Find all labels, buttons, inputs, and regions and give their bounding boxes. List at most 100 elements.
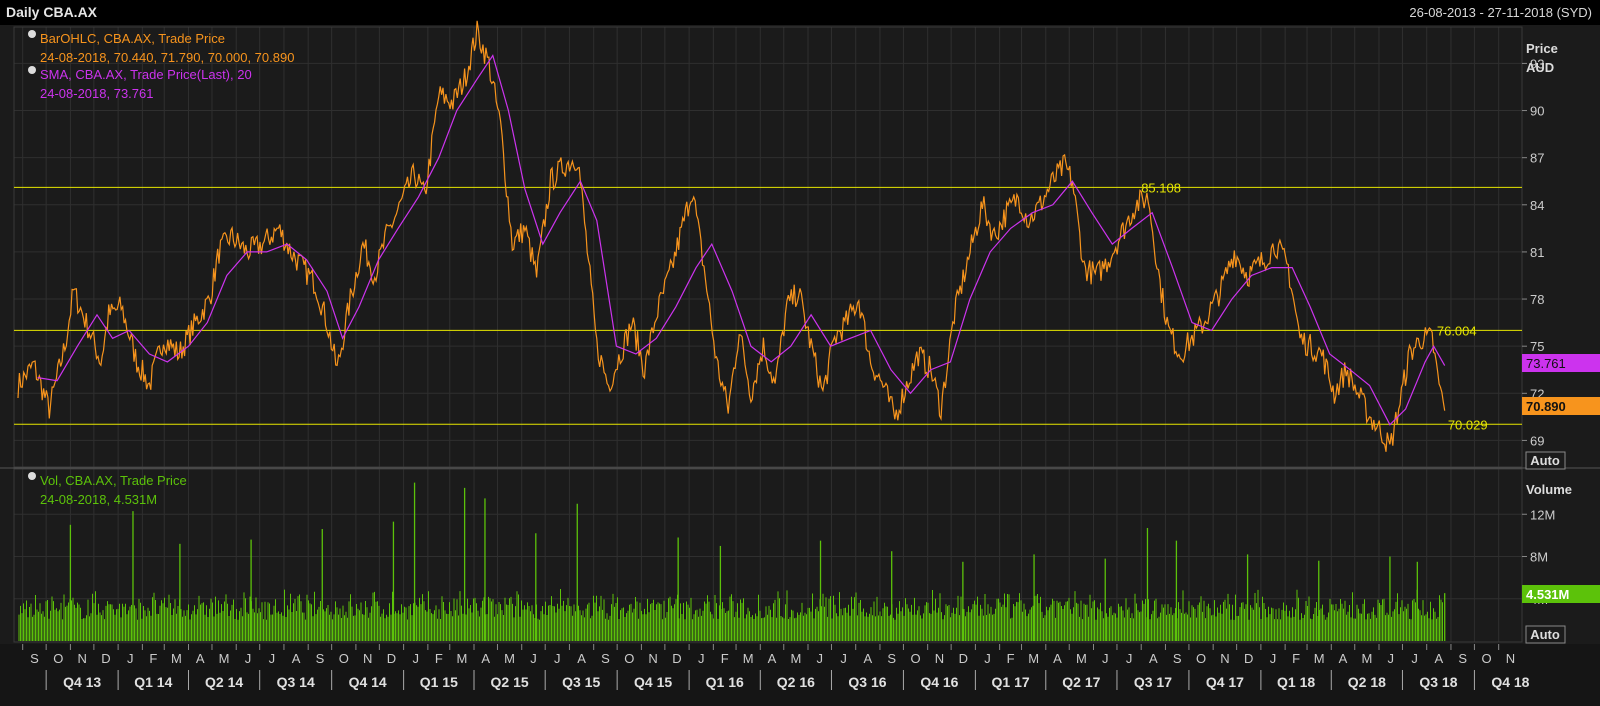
quarter-label: Q2 17 xyxy=(1062,674,1100,690)
month-label: M xyxy=(790,651,801,666)
quarter-label: Q3 14 xyxy=(277,674,315,690)
quarter-label: Q1 17 xyxy=(992,674,1030,690)
month-label: M xyxy=(1314,651,1325,666)
quarter-label: Q2 15 xyxy=(491,674,529,690)
month-label: A xyxy=(1149,651,1158,666)
month-label: M xyxy=(219,651,230,666)
month-label: N xyxy=(77,651,86,666)
quarter-label: Q3 16 xyxy=(848,674,886,690)
ohlc-legend-title: BarOHLC, CBA.AX, Trade Price xyxy=(40,31,225,46)
quarter-label: Q3 15 xyxy=(562,674,600,690)
month-label: O xyxy=(339,651,349,666)
volume-tick-label: 12M xyxy=(1530,507,1555,522)
month-label: J xyxy=(245,651,252,666)
month-label: A xyxy=(1053,651,1062,666)
month-label: O xyxy=(1481,651,1491,666)
horizontal-levels[interactable]: 85.108 76.004 70.029 xyxy=(14,180,1522,432)
month-label: N xyxy=(648,651,657,666)
month-label: D xyxy=(959,651,968,666)
price-tick-label: 75 xyxy=(1530,339,1544,354)
month-label: F xyxy=(435,651,443,666)
month-label: A xyxy=(577,651,586,666)
month-label: A xyxy=(481,651,490,666)
month-label: J xyxy=(1411,651,1418,666)
month-label: S xyxy=(316,651,325,666)
month-label: J xyxy=(127,651,134,666)
price-legend[interactable]: BarOHLC, CBA.AX, Trade Price 24-08-2018,… xyxy=(28,30,294,101)
price-axis-unit: AUD xyxy=(1526,60,1554,75)
vol-legend-title: Vol, CBA.AX, Trade Price xyxy=(40,473,187,488)
sma-series xyxy=(37,54,1446,426)
quarter-label: Q3 18 xyxy=(1419,674,1457,690)
month-label: J xyxy=(1270,651,1277,666)
quarter-label: Q4 17 xyxy=(1206,674,1244,690)
time-axis[interactable] xyxy=(0,644,1600,706)
month-label: O xyxy=(910,651,920,666)
price-tick-label: 84 xyxy=(1530,198,1544,213)
month-label: D xyxy=(672,651,681,666)
month-label: M xyxy=(171,651,182,666)
price-last-value: 70.890 xyxy=(1526,399,1566,414)
volume-tick-label: 8M xyxy=(1530,550,1548,565)
level-label: 70.029 xyxy=(1448,417,1488,432)
quarter-label: Q1 18 xyxy=(1277,674,1315,690)
quarter-label: Q1 14 xyxy=(134,674,172,690)
month-label: F xyxy=(721,651,729,666)
legend-toggle-icon[interactable] xyxy=(28,30,36,38)
price-tick-label: 69 xyxy=(1530,433,1544,448)
month-label: O xyxy=(53,651,63,666)
volume-axis-title: Volume xyxy=(1526,482,1572,497)
legend-toggle-icon[interactable] xyxy=(28,66,36,74)
quarter-labels: Q4 13 Q1 14 Q2 14 Q3 14 Q4 14 Q1 15 Q2 15 Q3 15… xyxy=(45,670,1530,690)
month-label: D xyxy=(1244,651,1253,666)
vol-legend-values: 24-08-2018, 4.531M xyxy=(40,492,157,507)
month-label: N xyxy=(1506,651,1515,666)
month-label: N xyxy=(363,651,372,666)
month-label: D xyxy=(101,651,110,666)
quarter-label: Q4 13 xyxy=(63,674,101,690)
month-label: J xyxy=(530,651,537,666)
month-label: S xyxy=(1458,651,1467,666)
volume-auto-button[interactable] xyxy=(1525,625,1566,644)
price-auto-label: Auto xyxy=(1530,453,1560,468)
title-bar: Daily CBA.AX 26-08-2013 - 27-11-2018 (SY… xyxy=(0,0,1600,25)
level-label: 85.108 xyxy=(1141,180,1181,195)
price-auto-button[interactable] xyxy=(1525,451,1566,470)
month-label: J xyxy=(816,651,823,666)
sma-line xyxy=(37,54,1446,426)
price-tick-label: 93 xyxy=(1530,56,1544,71)
month-label: J xyxy=(840,651,847,666)
month-label: M xyxy=(504,651,515,666)
month-label: A xyxy=(1339,651,1348,666)
month-label: N xyxy=(935,651,944,666)
ohlc-legend-values: 24-08-2018, 70.440, 71.790, 70.000, 70.8… xyxy=(40,50,294,65)
price-panel[interactable] xyxy=(13,26,1523,468)
volume-last-tag: 4.531M xyxy=(1522,585,1600,603)
sma-legend-values: 24-08-2018, 73.761 xyxy=(40,86,153,101)
month-label: J xyxy=(698,651,705,666)
month-label: F xyxy=(149,651,157,666)
month-label: M xyxy=(456,651,467,666)
volume-panel[interactable] xyxy=(13,468,1523,643)
month-label: A xyxy=(292,651,301,666)
volume-last-value: 4.531M xyxy=(1526,587,1569,602)
legend-toggle-icon[interactable] xyxy=(28,472,36,480)
date-range: 26-08-2013 - 27-11-2018 (SYD) xyxy=(1409,5,1592,20)
price-line xyxy=(17,20,1446,452)
month-label: O xyxy=(1196,651,1206,666)
price-tick-label: 87 xyxy=(1530,151,1544,166)
month-label: A xyxy=(864,651,873,666)
volume-legend[interactable]: Vol, CBA.AX, Trade Price 24-08-2018, 4.5… xyxy=(28,472,187,507)
month-label: M xyxy=(1028,651,1039,666)
sma-legend-title: SMA, CBA.AX, Trade Price(Last), 20 xyxy=(40,67,252,82)
chart-title: Daily CBA.AX xyxy=(6,4,98,20)
month-label: S xyxy=(1173,651,1182,666)
level-label: 76.004 xyxy=(1437,323,1477,338)
month-label: S xyxy=(887,651,896,666)
volume-auto-label: Auto xyxy=(1530,627,1560,642)
price-series xyxy=(17,20,1446,452)
quarter-label: Q2 18 xyxy=(1348,674,1386,690)
